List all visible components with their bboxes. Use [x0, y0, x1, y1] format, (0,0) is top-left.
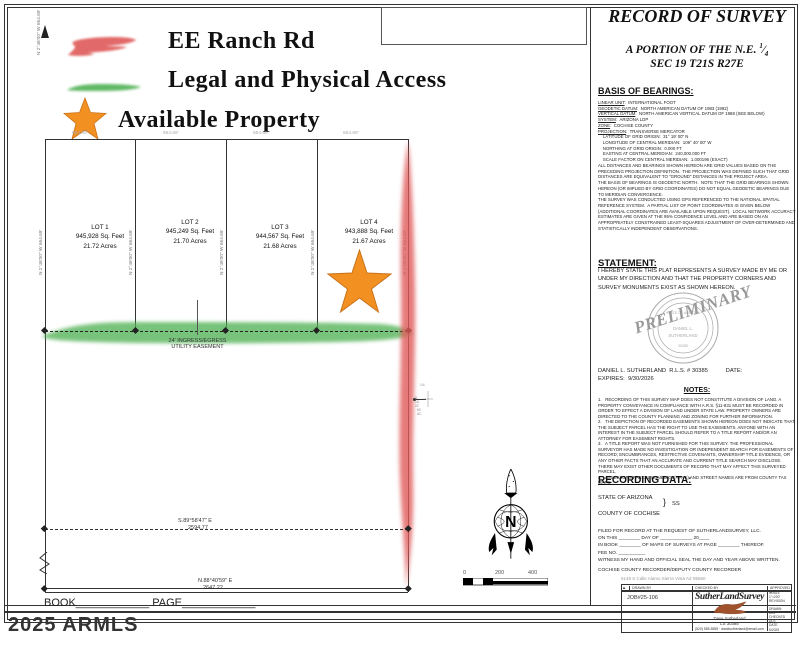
svg-text:30385: 30385: [678, 344, 688, 348]
svg-text:SUTHERLAND: SUTHERLAND: [668, 333, 697, 338]
svg-text:DANIEL L.: DANIEL L.: [673, 326, 693, 331]
svg-text:N: N: [505, 514, 516, 531]
